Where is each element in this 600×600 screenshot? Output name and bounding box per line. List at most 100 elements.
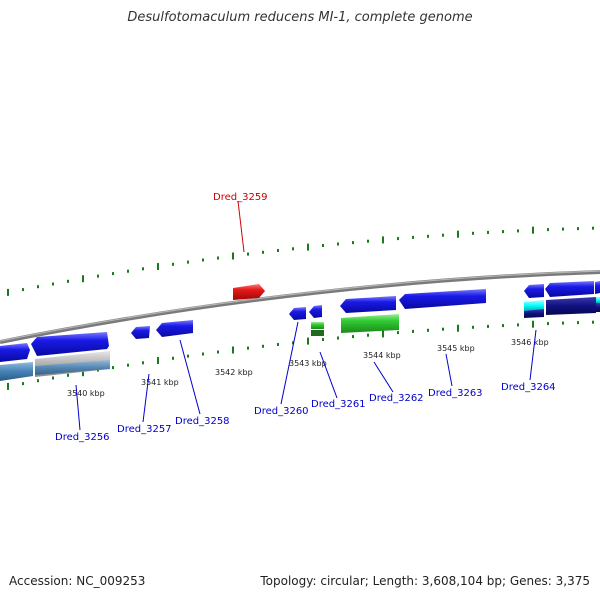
tick-mark-minor — [352, 335, 354, 339]
tick-mark-minor — [442, 327, 444, 331]
tick-mark-major — [232, 252, 234, 260]
gene-arrow — [524, 284, 544, 298]
gene-arrow — [31, 332, 109, 356]
gene-arrow — [340, 296, 396, 313]
tick-mark-minor — [502, 324, 504, 328]
gene-bar — [596, 303, 600, 312]
tick-mark-minor — [247, 252, 249, 256]
tick-mark-major — [532, 320, 534, 328]
tick-mark-minor — [277, 249, 279, 252]
gene-label-dred-3261: Dred_3261 — [311, 399, 366, 410]
tick-mark-minor — [52, 282, 54, 286]
gene-arrow — [595, 281, 600, 294]
tick-mark-minor — [187, 354, 189, 358]
tick-mark-minor — [412, 235, 414, 239]
connector-dred-3257 — [142, 373, 150, 423]
connector-dred-3261 — [319, 351, 338, 399]
tick-mark-minor — [202, 258, 204, 262]
genome-backbone-highlight — [0, 270, 600, 342]
tick-mark-minor — [22, 382, 24, 386]
tick-mark-minor — [517, 323, 519, 327]
upper-tick-track — [7, 226, 594, 296]
tick-mark-minor — [412, 329, 414, 333]
tick-mark-minor — [37, 379, 39, 383]
tick-mark-minor — [592, 320, 594, 324]
tick-mark-major — [7, 382, 9, 390]
tick-mark-minor — [352, 241, 354, 245]
gene-arrow — [156, 320, 193, 337]
gene-bar — [0, 362, 33, 381]
tick-mark-minor — [592, 226, 594, 230]
tick-mark-minor — [397, 331, 399, 335]
tick-mark-minor — [127, 269, 129, 273]
tick-mark-minor — [367, 239, 369, 243]
tick-mark-minor — [277, 343, 279, 346]
tick-mark-minor — [322, 244, 324, 247]
gene-bar — [35, 360, 110, 375]
tick-mark-minor — [577, 227, 579, 231]
tick-mark-minor — [142, 361, 144, 365]
tick-mark-minor — [562, 321, 564, 325]
gene-bar — [524, 309, 544, 318]
tick-mark-minor — [337, 336, 339, 340]
tick-mark-minor — [502, 230, 504, 234]
gene-bar — [546, 297, 596, 315]
tick-mark-major — [82, 275, 84, 283]
gene-arrow — [545, 281, 594, 297]
connector-dred-3258 — [179, 339, 201, 415]
tick-mark-minor — [472, 231, 474, 235]
tick-mark-major — [382, 236, 384, 244]
gene-label-dred-3259: Dred_3259 — [213, 192, 268, 203]
kbp-label: 3543 kbp — [289, 359, 327, 368]
tick-mark-major — [82, 369, 84, 377]
gene-label-dred-3263: Dred_3263 — [428, 388, 483, 399]
tick-mark-major — [7, 288, 9, 296]
tick-mark-minor — [487, 230, 489, 234]
tick-mark-minor — [562, 227, 564, 231]
tick-mark-minor — [217, 350, 219, 354]
connector-dred-3264 — [529, 329, 537, 381]
gene-bar — [596, 297, 600, 303]
gene-arrow — [399, 289, 486, 309]
tick-mark-major — [382, 330, 384, 338]
lower-tick-track — [7, 320, 594, 390]
connector-dred-3259 — [237, 200, 245, 253]
gene-label-dred-3257: Dred_3257 — [117, 424, 172, 435]
tick-mark-major — [457, 324, 459, 332]
tick-mark-minor — [427, 328, 429, 332]
tick-mark-minor — [142, 267, 144, 271]
tick-mark-minor — [97, 274, 99, 278]
map-title: Desulfotomaculum reducens MI-1, complete… — [127, 10, 473, 25]
tick-mark-major — [157, 263, 159, 270]
tick-mark-minor — [247, 346, 249, 350]
kbp-label: 3544 kbp — [363, 351, 401, 360]
tick-mark-minor — [202, 352, 204, 356]
gene-label-dred-3264: Dred_3264 — [501, 382, 556, 393]
tick-mark-minor — [442, 233, 444, 237]
gene-bar — [524, 300, 544, 311]
tick-mark-major — [307, 243, 309, 251]
tick-mark-minor — [22, 288, 24, 292]
gene-label-dred-3256: Dred_3256 — [55, 432, 110, 443]
genome-backbone — [0, 270, 600, 344]
tick-mark-minor — [67, 373, 69, 377]
connector-dred-3260 — [280, 321, 299, 405]
tick-mark-minor — [217, 256, 219, 260]
tick-mark-minor — [517, 229, 519, 233]
tick-mark-minor — [322, 338, 324, 341]
gene-arrow — [289, 307, 306, 320]
gene-arrow-highlighted — [233, 284, 265, 300]
gene-labels: Dred_3256 Dred_3257 Dred_3258 Dred_3259 … — [55, 192, 556, 443]
tick-mark-minor — [37, 285, 39, 289]
tick-mark-minor — [172, 262, 174, 266]
gene-arrow — [131, 326, 150, 339]
kbp-labels: 3540 kbp 3541 kbp 3542 kbp 3543 kbp 3544… — [67, 338, 549, 398]
tick-mark-minor — [262, 250, 264, 254]
tick-mark-minor — [112, 272, 114, 276]
tick-mark-minor — [292, 247, 294, 251]
gene-arrow — [0, 343, 30, 362]
gene-bar — [311, 330, 324, 336]
tick-mark-minor — [127, 363, 129, 367]
tick-mark-minor — [52, 376, 54, 380]
kbp-label: 3542 kbp — [215, 368, 253, 377]
